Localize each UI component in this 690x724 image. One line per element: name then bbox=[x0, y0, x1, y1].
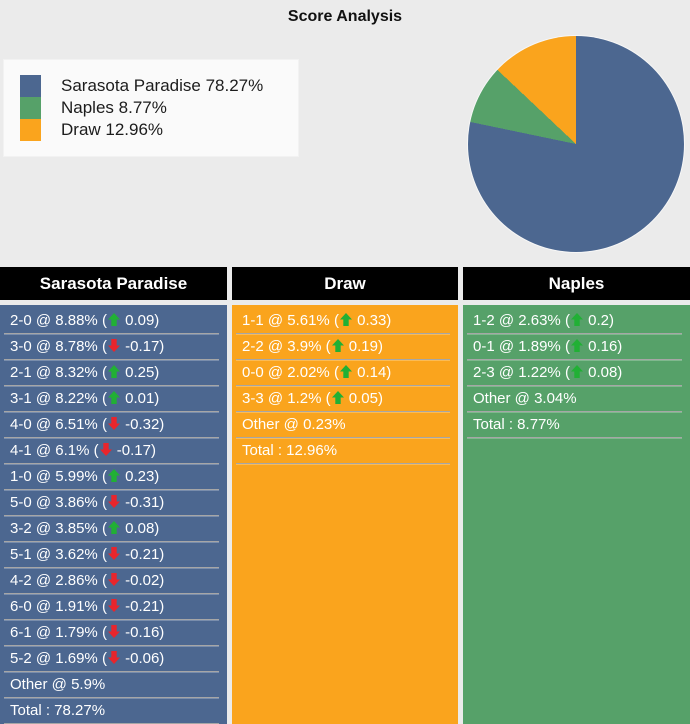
up-arrow-icon bbox=[107, 312, 121, 329]
score-row: 0-1 @ 1.89% ( 0.16) bbox=[467, 334, 682, 360]
column-header-draw: Draw bbox=[232, 267, 458, 300]
up-arrow-icon bbox=[107, 364, 121, 381]
legend: Sarasota Paradise 78.27% Naples 8.77% Draw… bbox=[3, 59, 299, 157]
column-body-draw: 1-1 @ 5.61% ( 0.33) 2-2 @ 3.9% ( 0.19) 0-0… bbox=[232, 305, 458, 724]
down-arrow-icon bbox=[107, 624, 121, 641]
legend-swatch-icon bbox=[20, 75, 41, 97]
score-row: Total : 78.27% bbox=[4, 698, 219, 724]
down-arrow-icon bbox=[107, 494, 121, 511]
up-arrow-icon bbox=[107, 520, 121, 537]
column-naples: Naples 1-2 @ 2.63% ( 0.2) 0-1 @ 1.89% ( 0… bbox=[463, 267, 690, 724]
score-row: 2-1 @ 8.32% ( 0.25) bbox=[4, 360, 219, 386]
score-row: 5-1 @ 3.62% ( -0.21) bbox=[4, 542, 219, 568]
pie-chart bbox=[468, 36, 684, 252]
score-row: 1-2 @ 2.63% ( 0.2) bbox=[467, 308, 682, 334]
column-draw: Draw 1-1 @ 5.61% ( 0.33) 2-2 @ 3.9% ( 0.1… bbox=[232, 267, 458, 724]
up-arrow-icon bbox=[331, 338, 345, 355]
score-row: 6-1 @ 1.79% ( -0.16) bbox=[4, 620, 219, 646]
score-row: Other @ 0.23% bbox=[236, 412, 450, 438]
down-arrow-icon bbox=[107, 338, 121, 355]
up-arrow-icon bbox=[107, 468, 121, 485]
column-body-naples: 1-2 @ 2.63% ( 0.2) 0-1 @ 1.89% ( 0.16) 2-3… bbox=[463, 305, 690, 724]
score-row: Total : 12.96% bbox=[236, 438, 450, 464]
up-arrow-icon bbox=[570, 338, 584, 355]
score-row: 2-3 @ 1.22% ( 0.08) bbox=[467, 360, 682, 386]
up-arrow-icon bbox=[107, 390, 121, 407]
column-header-sarasota-paradise: Sarasota Paradise bbox=[0, 267, 227, 300]
score-row: 4-0 @ 6.51% ( -0.32) bbox=[4, 412, 219, 438]
score-row: 3-0 @ 8.78% ( -0.17) bbox=[4, 334, 219, 360]
column-sarasota-paradise: Sarasota Paradise 2-0 @ 8.88% ( 0.09) 3-0… bbox=[0, 267, 227, 724]
legend-label: Sarasota Paradise 78.27% bbox=[61, 76, 264, 95]
score-row: 0-0 @ 2.02% ( 0.14) bbox=[236, 360, 450, 386]
score-row: 1-0 @ 5.99% ( 0.23) bbox=[4, 464, 219, 490]
up-arrow-icon bbox=[339, 364, 353, 381]
score-row: Other @ 5.9% bbox=[4, 672, 219, 698]
score-row: 3-3 @ 1.2% ( 0.05) bbox=[236, 386, 450, 412]
down-arrow-icon bbox=[107, 546, 121, 563]
up-arrow-icon bbox=[570, 312, 584, 329]
up-arrow-icon bbox=[331, 390, 345, 407]
score-row: 4-2 @ 2.86% ( -0.02) bbox=[4, 568, 219, 594]
up-arrow-icon bbox=[570, 364, 584, 381]
down-arrow-icon bbox=[107, 416, 121, 433]
legend-swatch-icon bbox=[20, 97, 41, 119]
score-row: 2-0 @ 8.88% ( 0.09) bbox=[4, 308, 219, 334]
legend-label: Naples 8.77% bbox=[61, 98, 167, 117]
score-table: Sarasota Paradise 2-0 @ 8.88% ( 0.09) 3-0… bbox=[0, 267, 690, 724]
score-row: 3-1 @ 8.22% ( 0.01) bbox=[4, 386, 219, 412]
score-row: 6-0 @ 1.91% ( -0.21) bbox=[4, 594, 219, 620]
score-row: 2-2 @ 3.9% ( 0.19) bbox=[236, 334, 450, 360]
score-row: 1-1 @ 5.61% ( 0.33) bbox=[236, 308, 450, 334]
score-row: 5-2 @ 1.69% ( -0.06) bbox=[4, 646, 219, 672]
score-row: 3-2 @ 3.85% ( 0.08) bbox=[4, 516, 219, 542]
score-row: 4-1 @ 6.1% ( -0.17) bbox=[4, 438, 219, 464]
score-row: 5-0 @ 3.86% ( -0.31) bbox=[4, 490, 219, 516]
column-header-naples: Naples bbox=[463, 267, 690, 300]
column-body-sarasota-paradise: 2-0 @ 8.88% ( 0.09) 3-0 @ 8.78% ( -0.17) 2… bbox=[0, 305, 227, 724]
legend-swatch-icon bbox=[20, 119, 41, 141]
score-row: Total : 8.77% bbox=[467, 412, 682, 438]
up-arrow-icon bbox=[339, 312, 353, 329]
legend-label: Draw 12.96% bbox=[61, 120, 164, 139]
page-title: Score Analysis bbox=[287, 8, 403, 25]
down-arrow-icon bbox=[107, 650, 121, 667]
down-arrow-icon bbox=[99, 442, 113, 459]
down-arrow-icon bbox=[107, 572, 121, 589]
down-arrow-icon bbox=[107, 598, 121, 615]
legend-item: Sarasota Paradise 78.27% bbox=[20, 75, 298, 97]
score-row: Other @ 3.04% bbox=[467, 386, 682, 412]
legend-item: Draw 12.96% bbox=[20, 119, 298, 141]
legend-item: Naples 8.77% bbox=[20, 97, 298, 119]
